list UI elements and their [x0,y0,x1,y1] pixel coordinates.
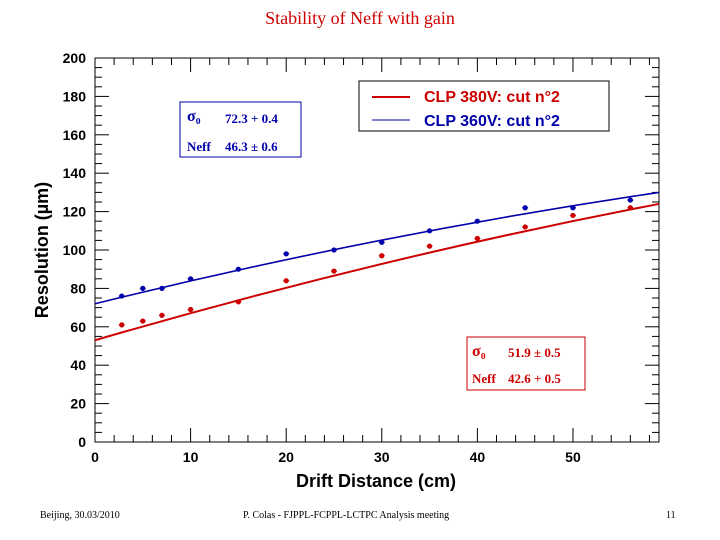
y-tick-label: 40 [70,357,86,373]
data-point-360v [331,247,337,253]
data-point-380v [522,224,528,230]
x-tick-labels: 0 10 20 30 40 50 [91,449,581,465]
fit-box-380v-sigma-label: σ₀ [472,343,486,360]
data-point-360v [627,197,633,203]
x-tick-label: 0 [91,449,99,465]
fit-box-380v-sigma-value: 51.9 ± 0.5 [508,345,561,360]
slide-title: Stability of Neff with gain [265,8,455,28]
data-point-360v [119,293,125,299]
y-axis-label: Resolution (µm) [32,182,52,318]
data-point-360v [187,276,194,282]
y-tick-label: 60 [70,319,86,335]
y-tick-label: 160 [63,127,87,143]
axis-ticks [94,57,659,443]
legend-label-360v: CLP 360V: cut n°2 [424,113,560,130]
fit-line-360v [94,191,660,305]
fit-box-360v-sigma-label: σ₀ [187,108,201,125]
data-point-360v [522,205,528,211]
fit-box-380v-frame [466,336,586,391]
data-point-360v [426,228,433,234]
data-point-380v [627,205,633,211]
data-point-380v [379,253,385,259]
data-point-360v [140,285,146,291]
data-point-380v [140,318,146,324]
data-point-380v [119,322,125,328]
data-point-360v [283,251,289,257]
data-points [118,197,634,328]
fit-line-380v [94,202,660,342]
fit-box-360v: σ₀ 72.3 + 0.4 Neff 46.3 ± 0.6 [179,101,302,158]
footer-meeting: P. Colas - FJPPL-FCPPL-LCTPC Analysis me… [243,510,450,521]
legend: CLP 380V: cut n°2 CLP 360V: cut n°2 [358,80,610,132]
fit-lines [94,191,660,342]
data-point-380v [426,243,433,249]
y-tick-label: 180 [63,88,87,104]
data-point-380v [283,278,289,284]
x-tick-label: 20 [278,449,294,465]
x-tick-label: 10 [183,449,199,465]
fit-box-380v: σ₀ 51.9 ± 0.5 Neff 42.6 + 0.5 [466,336,586,391]
data-point-380v [331,268,337,274]
data-point-380v [235,299,241,305]
y-tick-label: 20 [70,396,86,412]
fit-box-380v-neff-value: 42.6 + 0.5 [508,371,561,386]
legend-label-380v: CLP 380V: cut n°2 [424,89,560,106]
y-tick-label: 200 [63,50,87,66]
data-point-380v [570,212,576,219]
x-tick-label: 40 [470,449,486,465]
y-tick-label: 80 [70,280,86,296]
data-point-360v [235,266,241,272]
fit-box-360v-frame [179,101,302,158]
footer-page-number: 11 [666,510,676,521]
fit-box-360v-neff-value: 46.3 ± 0.6 [225,139,278,154]
data-point-380v [474,235,480,242]
x-axis-label: Drift Distance (cm) [296,471,456,491]
data-point-360v [570,205,576,211]
fit-box-360v-sigma-value: 72.3 + 0.4 [225,111,278,126]
data-point-380v [159,312,165,318]
x-tick-label: 50 [565,449,581,465]
y-tick-label: 140 [63,165,87,181]
footer-location-date: Beijing, 30.03/2010 [40,510,120,521]
data-point-360v [159,285,165,291]
y-tick-label: 0 [78,434,86,450]
x-tick-label: 30 [374,449,390,465]
legend-box [358,80,610,132]
fit-box-380v-neff-label: Neff [472,371,496,386]
data-point-380v [187,306,194,313]
y-tick-label: 100 [63,242,87,258]
data-point-360v [379,239,385,245]
data-point-360v [474,218,480,224]
y-tick-label: 120 [63,204,87,220]
y-tick-labels: 0 20 40 60 80 100 120 140 160 180 200 [63,50,87,450]
fit-box-360v-neff-label: Neff [187,139,211,154]
